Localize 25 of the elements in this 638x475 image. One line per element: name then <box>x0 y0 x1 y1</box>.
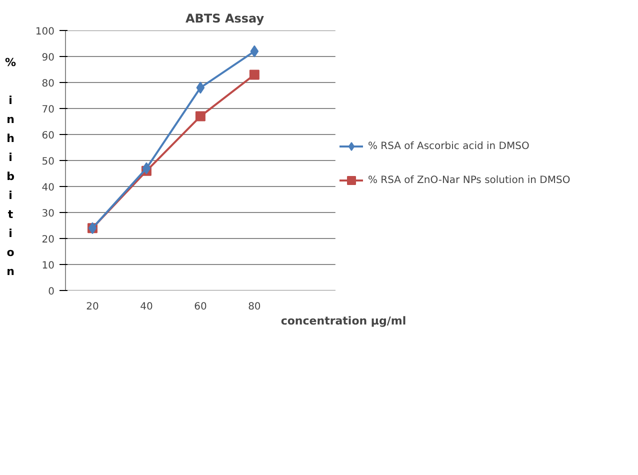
x-tick-label: 80 <box>248 302 261 312</box>
x-tick-label: 40 <box>140 302 153 312</box>
x-tick-label: 20 <box>86 302 99 312</box>
x-axis-title: concentration µg/ml <box>280 314 406 328</box>
y-tick-label: 10 <box>42 260 55 272</box>
y-tick-label: 90 <box>42 52 55 64</box>
y-tick-label: 60 <box>42 130 55 142</box>
point <box>142 162 151 174</box>
y-tick-label: 0 <box>48 286 55 298</box>
y-tick-label: 80 <box>42 78 55 90</box>
y-tick-label: 20 <box>42 234 55 246</box>
text: % inhibition <box>5 56 16 278</box>
x-tick-label: 60 <box>194 302 207 312</box>
y-tick-label: 40 <box>42 182 55 194</box>
y-tick-label: 30 <box>42 208 55 220</box>
point <box>250 45 259 58</box>
y-tick-label: 70 <box>42 104 55 116</box>
point <box>249 70 260 80</box>
point <box>195 111 206 122</box>
y-tick-label: 50 <box>42 156 55 168</box>
chart-title: ABTS Assay <box>186 12 264 26</box>
y-tick-label: 100 <box>35 26 55 38</box>
legend-label: % RSA of Ascorbic acid in DMSO <box>368 140 530 152</box>
legend-label: % RSA of ZnO-Nar NPs solution in DMSO <box>368 174 570 186</box>
point <box>196 82 205 94</box>
